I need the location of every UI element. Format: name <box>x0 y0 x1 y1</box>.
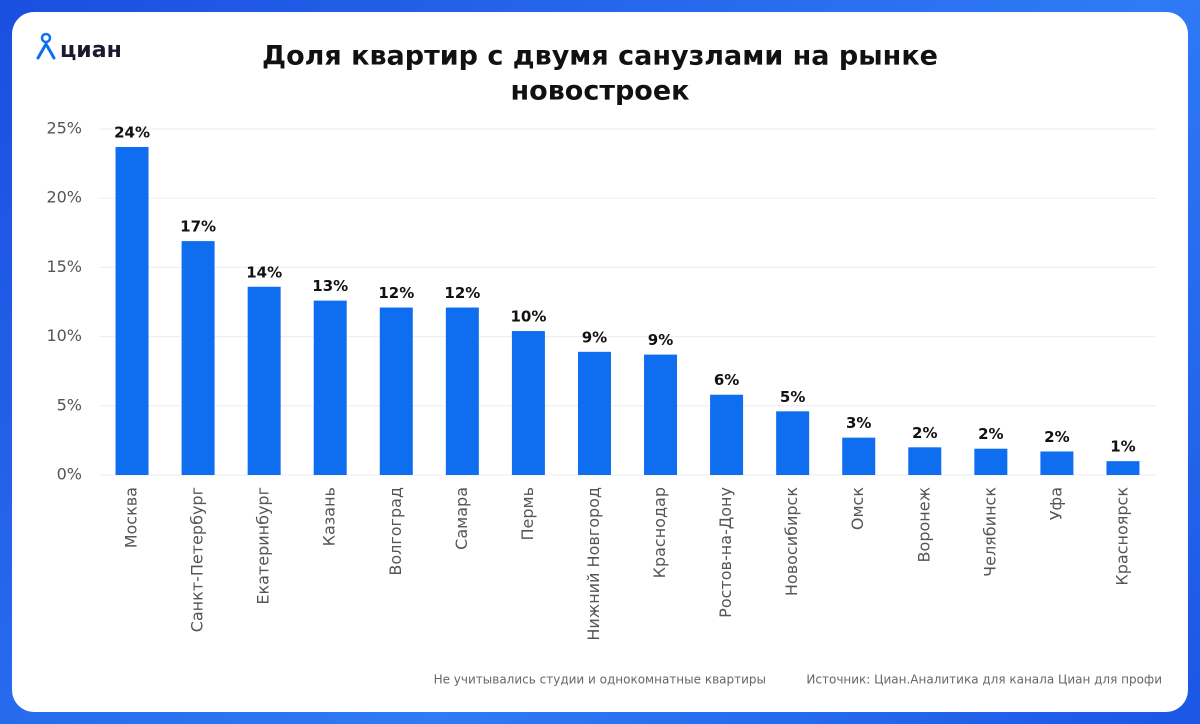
bar <box>313 300 347 475</box>
x-tick-label: Ростов-на-Дону <box>716 487 735 618</box>
value-label: 2% <box>1044 428 1069 446</box>
value-label: 2% <box>978 425 1003 443</box>
bar <box>644 354 678 475</box>
x-tick-label: Казань <box>320 487 339 546</box>
value-label: 9% <box>648 331 673 349</box>
x-tick-label: Волгоград <box>386 487 405 576</box>
y-tick-label: 5% <box>57 395 82 414</box>
value-label: 12% <box>444 284 480 302</box>
bar <box>974 448 1008 475</box>
footnote: Не учитывались студии и однокомнатные кв… <box>434 673 766 687</box>
x-tick-label: Красноярск <box>1112 487 1131 586</box>
value-label: 13% <box>312 277 348 295</box>
source: Источник: Циан.Аналитика для канала Циан… <box>806 673 1162 687</box>
bar <box>776 411 810 475</box>
value-label: 3% <box>846 414 871 432</box>
bar <box>1106 461 1140 475</box>
x-tick-label: Краснодар <box>650 487 669 578</box>
x-tick-label: Пермь <box>518 487 537 541</box>
x-tick-label: Екатеринбург <box>254 487 273 605</box>
value-label: 12% <box>378 284 414 302</box>
bar <box>379 307 413 475</box>
chart-title: новостроек <box>510 76 689 107</box>
x-tick-label: Омск <box>848 487 867 530</box>
value-label: 14% <box>246 263 282 281</box>
value-label: 5% <box>780 388 805 406</box>
value-label: 9% <box>582 328 607 346</box>
x-tick-label: Санкт-Петербург <box>188 487 207 632</box>
bar <box>115 146 149 475</box>
y-tick-label: 15% <box>46 257 82 276</box>
value-label: 6% <box>714 371 739 389</box>
x-tick-label: Нижний Новгород <box>584 487 603 641</box>
value-label: 1% <box>1110 438 1135 456</box>
value-label: 10% <box>510 308 546 326</box>
bar <box>511 331 545 475</box>
y-tick-label: 25% <box>46 119 82 138</box>
bar <box>577 351 611 475</box>
x-tick-label: Воронеж <box>914 487 933 562</box>
x-tick-label: Самара <box>452 487 471 550</box>
y-tick-label: 10% <box>46 326 82 345</box>
value-label: 17% <box>180 218 216 236</box>
value-label: 24% <box>114 123 150 141</box>
x-tick-label: Уфа <box>1046 487 1065 520</box>
x-tick-label: Новосибирск <box>782 487 801 596</box>
logo-icon <box>36 32 56 60</box>
bar <box>445 307 479 475</box>
bar <box>181 241 215 475</box>
x-tick-label: Москва <box>122 487 141 548</box>
bar <box>710 394 744 475</box>
y-tick-label: 20% <box>46 188 82 207</box>
bar <box>842 437 876 475</box>
logo: циан <box>60 38 122 63</box>
chart-title: Доля квартир с двумя санузлами на рынке <box>262 41 938 72</box>
value-label: 2% <box>912 424 937 442</box>
x-tick-label: Челябинск <box>980 487 999 577</box>
y-tick-label: 0% <box>57 465 82 484</box>
bar <box>247 286 281 475</box>
bar <box>1040 451 1074 475</box>
bar <box>908 447 942 475</box>
